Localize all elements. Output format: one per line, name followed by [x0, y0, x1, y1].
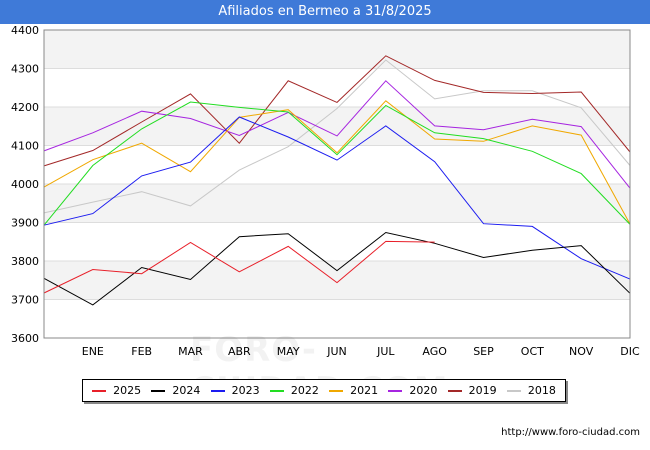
series-line-2024	[43, 231, 631, 306]
x-tick-label: FEB	[131, 345, 152, 358]
legend-label: 2023	[231, 384, 260, 397]
legend-label: 2024	[172, 384, 201, 397]
y-axis-ticks: 3600 3700 3800 3900 4000 4100 4200 4300 4400	[11, 24, 39, 345]
x-tick-label: SEP	[473, 345, 494, 358]
series-line-2022	[43, 101, 631, 226]
legend-swatch	[210, 389, 225, 392]
legend-swatch	[329, 389, 344, 392]
y-tick-label: 4300	[11, 63, 39, 76]
legend-item-2020: 2020	[388, 384, 437, 397]
legend-label: 2022	[290, 384, 319, 397]
x-tick-label: NOV	[569, 345, 594, 358]
legend-swatch	[151, 389, 166, 392]
series-line-2021	[43, 100, 631, 225]
x-tick-label: ABR	[228, 345, 251, 358]
legend-label: 2025	[113, 384, 142, 397]
grid-band	[44, 184, 630, 223]
series-line-2023	[43, 116, 631, 280]
legend-item-2022: 2022	[269, 384, 319, 397]
legend-swatch	[269, 389, 284, 392]
plot-frame	[43, 29, 631, 339]
source-url: http://www.foro-ciudad.com	[501, 427, 640, 438]
chart-title: Afiliados en Bermeo a 31/8/2025	[0, 0, 650, 24]
legend-swatch	[388, 389, 403, 392]
y-tick-label: 4000	[11, 178, 39, 191]
series-line-2020	[43, 80, 631, 189]
x-tick-label: JUN	[326, 345, 347, 358]
y-tick-label: 3700	[11, 294, 39, 307]
y-tick-label: 3800	[11, 255, 39, 268]
legend-item-2024: 2024	[151, 384, 200, 397]
grid-bands	[44, 30, 630, 300]
y-tick-label: 4400	[11, 24, 39, 37]
legend-item-2019: 2019	[447, 384, 497, 397]
series-lines	[43, 55, 631, 306]
x-tick-label: MAY	[277, 345, 300, 358]
legend-item-2023: 2023	[210, 384, 260, 397]
y-tick-label: 4200	[11, 101, 39, 114]
grid-band	[44, 107, 630, 146]
series-line-2019	[43, 55, 631, 167]
series-line-2018	[43, 59, 631, 214]
legend-label: 2019	[468, 384, 497, 397]
x-tick-label: DIC	[620, 345, 640, 358]
y-tick-label: 4100	[11, 140, 39, 153]
x-tick-label: OCT	[521, 345, 544, 358]
x-tick-label: JUL	[376, 345, 395, 358]
x-tick-label: AGO	[422, 345, 447, 358]
legend-swatch	[506, 389, 521, 392]
grid-band	[44, 30, 630, 69]
legend-label: 2021	[350, 384, 379, 397]
x-tick-label: ENE	[82, 345, 104, 358]
legend-item-2025: 2025	[92, 384, 141, 397]
legend-swatch	[447, 389, 462, 392]
legend-label: 2018	[527, 384, 556, 397]
legend: 2025 2024 2023 2022 2021 2020 2019 2018	[82, 379, 566, 402]
legend-label: 2020	[409, 384, 438, 397]
legend-swatch	[92, 389, 107, 392]
legend-item-2018: 2018	[506, 384, 556, 397]
legend-item-2021: 2021	[329, 384, 378, 397]
y-tick-label: 3600	[11, 332, 39, 345]
grid-band	[44, 261, 630, 300]
series-line-2025	[43, 240, 435, 294]
y-tick-label: 3900	[11, 217, 39, 230]
x-tick-label: MAR	[178, 345, 203, 358]
x-axis-ticks: ENE FEB MAR ABR MAY JUN JUL AGO SEP OCT NOV DIC	[82, 345, 640, 358]
